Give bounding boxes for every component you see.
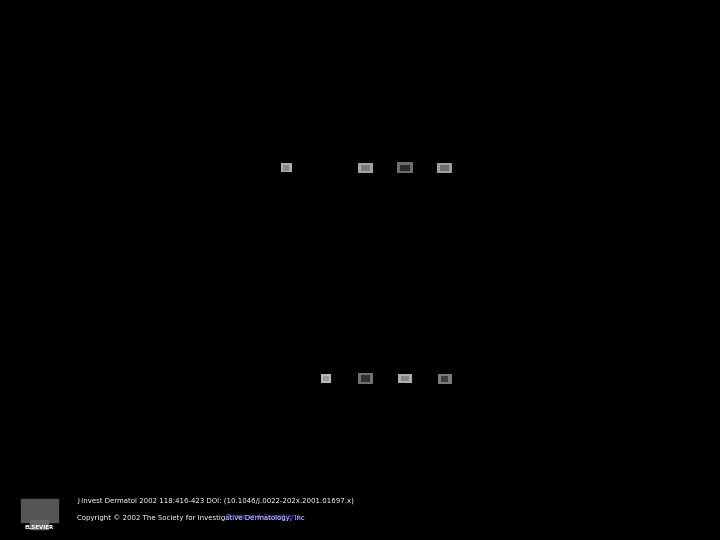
Text: - 45: - 45 xyxy=(546,161,562,171)
Text: - 97.4: - 97.4 xyxy=(546,289,570,298)
Text: 8: 8 xyxy=(521,49,527,59)
Bar xyxy=(400,165,410,171)
Bar xyxy=(323,376,328,381)
Text: 6: 6 xyxy=(441,49,448,59)
Text: b: b xyxy=(240,289,257,313)
Text: - 21.5: - 21.5 xyxy=(546,445,570,454)
Text: Terms and Conditions: Terms and Conditions xyxy=(225,514,300,521)
Bar xyxy=(401,376,409,381)
Bar xyxy=(30,519,48,529)
Text: 7: 7 xyxy=(481,49,487,59)
Bar xyxy=(397,163,413,173)
Bar xyxy=(281,164,292,172)
Bar xyxy=(437,163,452,173)
Text: Figure 1: Figure 1 xyxy=(333,19,387,32)
Text: - 66: - 66 xyxy=(546,326,562,335)
Text: α-uMtCK: α-uMtCK xyxy=(496,74,534,83)
Text: a: a xyxy=(240,82,256,106)
Bar xyxy=(441,376,449,382)
Bar xyxy=(21,499,58,522)
Text: α-sMtCK: α-sMtCK xyxy=(497,281,534,290)
Bar xyxy=(358,163,373,173)
Bar xyxy=(321,374,330,383)
Bar xyxy=(441,165,449,171)
Text: - 45: - 45 xyxy=(546,372,562,381)
Bar xyxy=(358,373,373,384)
Bar xyxy=(361,375,369,382)
Text: - 97.4: - 97.4 xyxy=(546,82,570,91)
Text: 2: 2 xyxy=(283,49,289,59)
Text: 3: 3 xyxy=(323,49,329,59)
Bar xyxy=(283,165,289,171)
Text: 5: 5 xyxy=(402,49,408,59)
Text: ELSEVIER: ELSEVIER xyxy=(24,525,54,530)
Bar xyxy=(361,165,369,171)
Text: Copyright © 2002 The Society for Investigative Dermatology, Inc: Copyright © 2002 The Society for Investi… xyxy=(77,514,307,521)
Bar xyxy=(398,374,412,383)
Text: - 66: - 66 xyxy=(546,118,562,126)
Text: 1: 1 xyxy=(243,49,250,59)
Text: J Invest Dermatol 2002 118:416-423 DOI: (10.1046/j.0022-202x.2001.01697.x): J Invest Dermatol 2002 118:416-423 DOI: … xyxy=(77,498,354,504)
Bar xyxy=(438,374,451,383)
Text: - 21.5: - 21.5 xyxy=(546,232,570,240)
Text: 4: 4 xyxy=(362,49,369,59)
